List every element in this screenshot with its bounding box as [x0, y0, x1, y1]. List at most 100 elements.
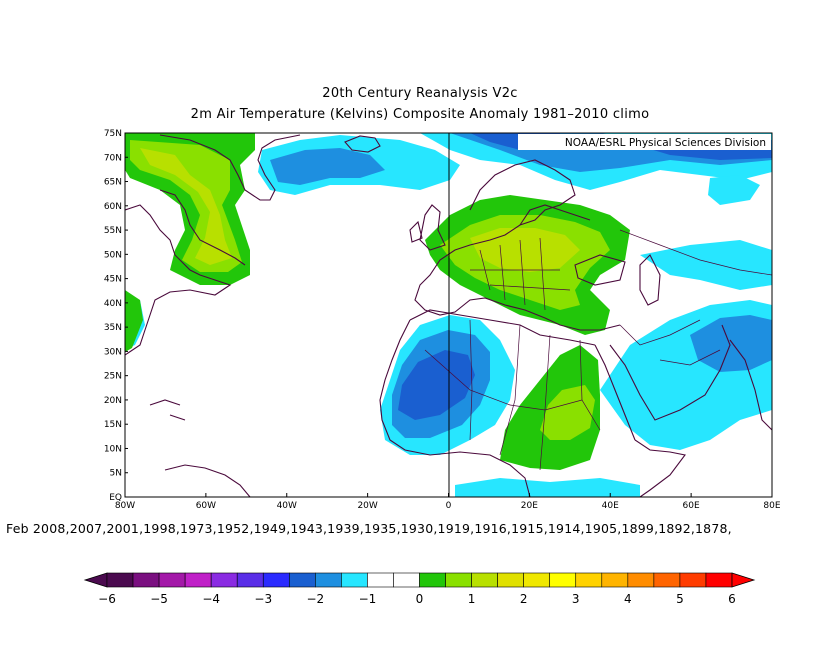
warm-region-greenland-3 [140, 148, 232, 265]
lon-tick-label: 20E [521, 501, 538, 511]
border-africa-3 [499, 324, 521, 456]
coast-south-america [164, 464, 251, 497]
coast-north-africa [409, 309, 596, 346]
lat-tick-label: EQ [109, 493, 122, 503]
lat-tick-label: 65N [104, 178, 122, 188]
colorbar-swatch [184, 572, 212, 588]
lat-tick-label: 75N [104, 129, 122, 139]
lat-tick-label: 70N [104, 153, 122, 163]
colorbar-swatch [158, 572, 186, 588]
lat-tick-label: 40N [104, 299, 122, 309]
cold-region-iceland-2 [270, 148, 385, 185]
colorbar-label: −1 [359, 592, 377, 606]
colorbar-swatch [575, 572, 603, 588]
colorbar-label: −3 [254, 592, 272, 606]
cold-region-middle-east-2 [690, 315, 772, 372]
coast-north-america [125, 204, 232, 356]
colorbar-label: 3 [572, 592, 580, 606]
colorbar-swatch [367, 572, 394, 588]
colorbar-label: −4 [202, 592, 220, 606]
warm-region-europe-3 [470, 228, 580, 272]
border-africa-1 [424, 349, 511, 406]
country-borders [424, 229, 772, 471]
latitude-axis: 75N 70N 65N 60N 55N 50N 45N 40N 35N 30N 25N 20N 15N 1… [104, 129, 128, 503]
colorbar-swatch [549, 572, 577, 588]
colorbar-swatch [419, 572, 446, 588]
coastlines [125, 134, 772, 497]
coast-britain [419, 204, 446, 251]
colorbar-label: −5 [150, 592, 168, 606]
lon-tick-label: 40E [602, 501, 619, 511]
lat-tick-label: 10N [104, 444, 122, 454]
lon-tick-label: 0 [446, 501, 452, 511]
colorbar-swatch [445, 572, 472, 588]
coast-ireland [409, 220, 423, 243]
coast-baltic [519, 204, 591, 226]
colorbar-swatch [210, 572, 238, 588]
coast-india [729, 339, 772, 431]
border-asia-1 [619, 229, 772, 276]
lat-tick-label: 5N [110, 469, 122, 479]
colorbar-swatch [679, 572, 707, 588]
colorbar-max-arrow [731, 572, 756, 588]
colorbar-swatch [471, 572, 498, 588]
warm-region-us-coast [125, 290, 143, 352]
colorbar-label: −6 [98, 592, 116, 606]
coast-west-africa [379, 319, 531, 497]
cold-region-west-africa-3 [398, 350, 475, 420]
colorbar-label: 4 [624, 592, 632, 606]
lat-tick-label: 55N [104, 226, 122, 236]
cold-region-east-2 [708, 175, 760, 205]
colorbar-swatch [601, 572, 629, 588]
map-subtitle: 2m Air Temperature (Kelvins) Composite A… [190, 107, 650, 122]
colorbar-label: 1 [468, 592, 476, 606]
lat-tick-label: 20N [104, 396, 122, 406]
colorbar-label: −2 [306, 592, 324, 606]
border-mideast-1 [619, 319, 701, 346]
colorbar-swatch [393, 572, 420, 588]
colorbar-label: 0 [416, 592, 424, 606]
cold-region-central-africa [455, 478, 640, 497]
lon-tick-label: 60W [196, 501, 216, 511]
lat-tick-label: 30N [104, 347, 122, 357]
colorbar-label: 6 [728, 592, 736, 606]
colorbar-swatch [523, 572, 551, 588]
coast-arabia [609, 324, 731, 421]
coast-europe [414, 159, 621, 331]
map-title: 20th Century Reanalysis V2c [322, 86, 518, 101]
coast-red-sea [594, 344, 636, 441]
colorbar-label: 5 [676, 592, 684, 606]
lat-tick-label: 50N [104, 250, 122, 260]
colorbar-swatch [288, 572, 316, 588]
colorbar-swatch [341, 572, 368, 588]
border-africa-6 [509, 399, 583, 411]
coast-caribbean [149, 399, 186, 421]
colorbar-swatch [497, 572, 524, 588]
lat-tick-label: 35N [104, 323, 122, 333]
lon-tick-label: 40W [277, 501, 297, 511]
cold-region-east [640, 240, 772, 290]
colorbar-swatch [653, 572, 681, 588]
lon-tick-label: 20W [357, 501, 377, 511]
colorbar-swatch [705, 572, 733, 588]
lat-tick-label: 45N [104, 275, 122, 285]
border-africa-2 [469, 319, 473, 441]
colorbar-swatch [132, 572, 160, 588]
colorbar: −6 −5 −4 −3 −2 −1 0 1 2 3 4 5 6 [83, 572, 756, 606]
lat-tick-label: 25N [104, 372, 122, 382]
colorbar-swatch [627, 572, 655, 588]
coast-labrador [159, 189, 246, 266]
border-mideast-2 [659, 349, 721, 366]
lon-tick-label: 80W [115, 501, 135, 511]
colorbar-min-arrow [83, 572, 108, 588]
longitude-axis: 80W 60W 40W 20W 0 20E 40E 60E 80E [115, 493, 781, 511]
lon-tick-label: 60E [683, 501, 700, 511]
colorbar-swatch [315, 572, 342, 588]
colorbar-swatch [236, 572, 264, 588]
coast-greenland [159, 134, 301, 201]
lat-tick-label: 60N [104, 202, 122, 212]
colorbar-label: 2 [520, 592, 528, 606]
credit-text: NOAA/ESRL Physical Sciences Division [565, 137, 766, 149]
credit-box [518, 134, 771, 150]
